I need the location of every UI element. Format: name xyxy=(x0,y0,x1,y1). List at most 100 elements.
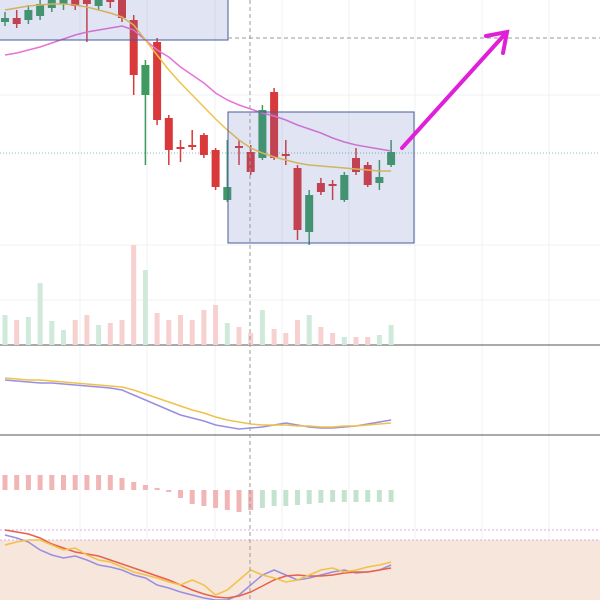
candle-body xyxy=(129,20,138,75)
band xyxy=(0,540,600,600)
candle-body xyxy=(223,187,232,200)
plot xyxy=(1,0,396,600)
candle-body xyxy=(305,195,314,232)
bar xyxy=(178,490,183,498)
bar xyxy=(119,478,125,490)
bar xyxy=(236,490,242,512)
bar xyxy=(306,490,312,504)
bar xyxy=(84,315,90,345)
bar xyxy=(189,490,195,504)
candle-body xyxy=(199,135,208,155)
bar xyxy=(224,323,230,345)
box xyxy=(0,0,229,41)
bar xyxy=(2,315,8,345)
bar xyxy=(318,327,324,345)
bar xyxy=(295,320,300,345)
bar xyxy=(14,320,20,345)
bar xyxy=(2,475,8,490)
candle-body xyxy=(141,65,150,95)
bar xyxy=(283,333,289,345)
candle-body xyxy=(94,0,103,6)
candle-body xyxy=(270,92,279,158)
candle-body xyxy=(293,168,302,230)
candle-body xyxy=(106,0,115,2)
candle-body xyxy=(153,42,162,120)
bar xyxy=(318,490,324,503)
candle-body xyxy=(24,10,33,20)
candle-body xyxy=(176,147,185,149)
candle-body xyxy=(235,146,243,148)
bar xyxy=(388,490,394,502)
bar xyxy=(189,320,195,345)
box xyxy=(227,111,415,244)
bar xyxy=(72,320,78,345)
bar xyxy=(37,283,43,345)
bar xyxy=(37,475,43,490)
line xyxy=(4,377,392,428)
bar xyxy=(96,475,102,490)
bar xyxy=(107,475,113,490)
candle-body xyxy=(281,154,290,156)
bar xyxy=(84,475,90,490)
bar xyxy=(25,475,31,490)
arrow xyxy=(400,29,510,150)
bar xyxy=(107,323,113,345)
bar xyxy=(224,490,230,510)
bar xyxy=(306,315,312,345)
bar xyxy=(213,305,219,345)
bar xyxy=(142,270,148,345)
bar xyxy=(330,490,336,502)
line xyxy=(4,534,392,600)
bar xyxy=(119,320,125,345)
candle-body xyxy=(59,0,68,4)
bar xyxy=(201,310,207,345)
candle-body xyxy=(328,184,337,186)
bar xyxy=(72,475,78,490)
candle-body xyxy=(375,177,384,183)
bar xyxy=(353,337,359,345)
candle-body xyxy=(363,165,372,185)
bar xyxy=(388,325,394,345)
candle-body xyxy=(258,110,267,158)
bar xyxy=(365,337,371,345)
bar xyxy=(283,490,289,506)
bar xyxy=(131,245,137,345)
line xyxy=(4,3,392,172)
candle-body xyxy=(118,0,126,18)
bar xyxy=(248,490,254,510)
bar xyxy=(330,333,336,345)
bar xyxy=(376,490,382,502)
bar xyxy=(271,329,277,345)
candle-body xyxy=(188,145,197,147)
bar xyxy=(236,327,242,345)
line xyxy=(4,539,392,596)
bar xyxy=(341,337,347,345)
candle-body xyxy=(71,0,80,6)
bar xyxy=(142,485,148,490)
bar xyxy=(376,335,382,345)
candle-body xyxy=(82,0,91,4)
bar xyxy=(96,325,102,345)
bar xyxy=(61,475,66,490)
bar xyxy=(178,315,183,345)
bar xyxy=(259,310,265,345)
bar xyxy=(49,321,55,345)
bar xyxy=(365,490,371,502)
candle-body xyxy=(340,175,349,200)
bar xyxy=(154,488,160,490)
candle-body xyxy=(1,18,9,22)
candle-body xyxy=(36,4,45,16)
bar xyxy=(131,482,137,490)
bar xyxy=(213,490,219,508)
bar xyxy=(14,475,20,490)
candle-body xyxy=(316,183,325,192)
candle-body xyxy=(164,118,173,150)
line xyxy=(4,379,392,430)
candle-body xyxy=(246,152,255,172)
bar xyxy=(271,490,277,506)
candle-body xyxy=(352,158,360,172)
bar xyxy=(259,490,265,508)
